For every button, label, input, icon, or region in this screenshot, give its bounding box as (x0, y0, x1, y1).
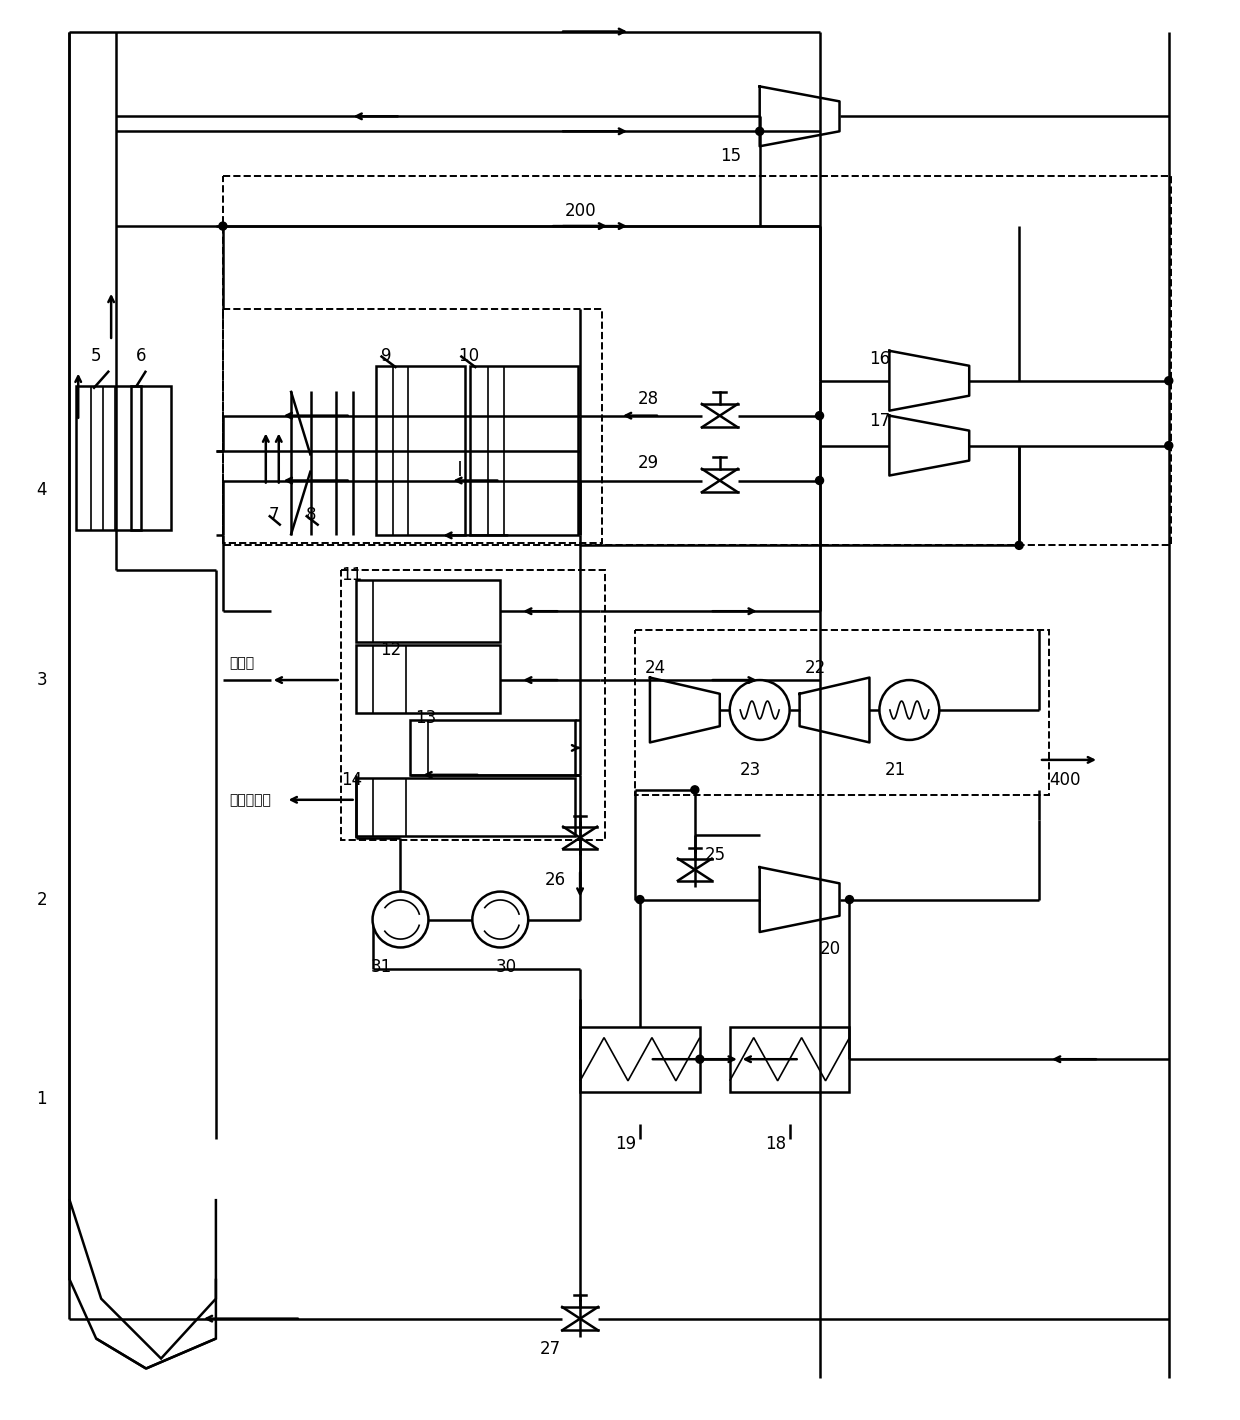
Text: 1: 1 (36, 1091, 47, 1108)
Text: 9: 9 (381, 346, 391, 365)
Text: 4: 4 (36, 481, 47, 500)
Text: 30: 30 (495, 959, 516, 977)
Bar (470, 366, 578, 535)
Text: 17: 17 (869, 412, 890, 430)
Text: 28: 28 (637, 389, 660, 408)
Circle shape (879, 680, 939, 740)
Bar (356, 645, 500, 713)
Text: 24: 24 (645, 659, 666, 677)
Text: 2: 2 (36, 890, 47, 909)
Bar (223, 310, 603, 544)
Text: 26: 26 (546, 870, 567, 889)
Bar (131, 386, 171, 531)
Circle shape (636, 896, 644, 903)
Text: 200: 200 (565, 202, 596, 220)
Circle shape (846, 896, 853, 903)
Text: 13: 13 (415, 709, 436, 727)
Text: 3: 3 (36, 672, 47, 689)
Text: 19: 19 (615, 1135, 636, 1153)
Circle shape (472, 892, 528, 947)
Text: 至炉膛: 至炉膛 (229, 656, 254, 670)
Circle shape (1164, 442, 1173, 450)
Text: 20: 20 (820, 940, 841, 959)
Circle shape (816, 412, 823, 420)
Circle shape (691, 785, 699, 794)
Text: 27: 27 (541, 1339, 562, 1358)
Text: 31: 31 (371, 959, 392, 977)
Text: 至制粉系统: 至制粉系统 (229, 792, 270, 807)
Circle shape (372, 892, 429, 947)
Bar (730, 1027, 849, 1092)
Bar (376, 366, 465, 535)
Text: 15: 15 (719, 148, 742, 165)
Text: 7: 7 (269, 507, 279, 524)
Text: 14: 14 (341, 771, 362, 790)
Circle shape (1016, 541, 1023, 550)
Circle shape (696, 1055, 704, 1064)
Bar (76, 386, 141, 531)
Bar (580, 1027, 699, 1092)
Circle shape (219, 222, 227, 230)
Bar (635, 630, 1049, 795)
Text: 25: 25 (704, 846, 725, 863)
Circle shape (730, 680, 790, 740)
Bar (356, 778, 575, 836)
Text: 6: 6 (136, 346, 146, 365)
Text: 8: 8 (306, 507, 316, 524)
Text: 10: 10 (459, 346, 480, 365)
Bar (410, 720, 575, 775)
Circle shape (755, 128, 764, 135)
Text: 18: 18 (765, 1135, 786, 1153)
Circle shape (1164, 376, 1173, 385)
Bar (356, 581, 500, 642)
Text: 11: 11 (341, 567, 362, 584)
Text: 12: 12 (381, 642, 402, 659)
Bar (341, 571, 605, 839)
Text: 22: 22 (805, 659, 826, 677)
Text: 21: 21 (884, 761, 905, 778)
Text: 400: 400 (1049, 771, 1080, 790)
Text: 16: 16 (869, 349, 890, 368)
Text: 5: 5 (92, 346, 102, 365)
Text: 23: 23 (740, 761, 761, 778)
Bar (223, 176, 1171, 545)
Circle shape (816, 477, 823, 484)
Text: 29: 29 (637, 453, 660, 471)
